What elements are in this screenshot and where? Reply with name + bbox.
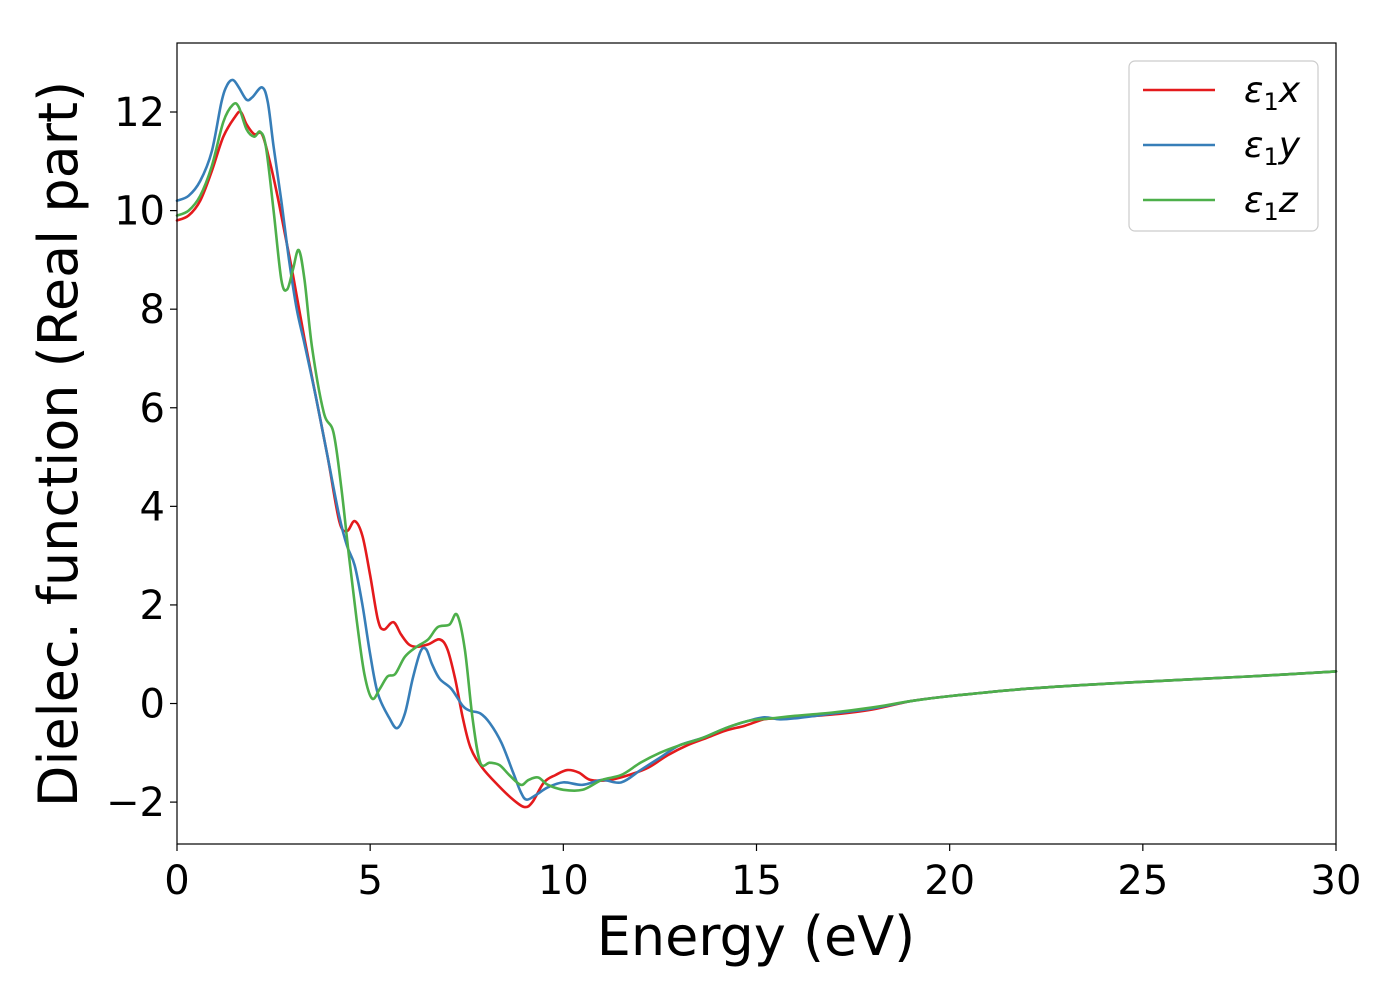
y-tick-label: 6 <box>140 386 165 432</box>
x-axis-label: Energy (eV) <box>597 905 916 968</box>
y-axis-label: Dielec. function (Real part) <box>27 81 90 807</box>
legend-box <box>1128 60 1319 232</box>
y-tick-label: 10 <box>114 189 165 235</box>
x-tick-label: 20 <box>924 858 975 904</box>
y-tick-label: −2 <box>106 780 165 826</box>
legend-label-z: ε1z <box>1244 180 1299 226</box>
legend-items: ε1x ε1y ε1z <box>1143 70 1301 226</box>
x-tick-label: 25 <box>1117 858 1168 904</box>
x-tick-label: 0 <box>164 858 189 904</box>
y-tick-label: 4 <box>140 484 165 530</box>
series-line-z <box>175 101 1338 793</box>
legend: ε1x ε1y ε1z <box>1128 60 1319 232</box>
y-axis-ticks: −2 0 2 4 6 8 10 12 <box>106 90 177 826</box>
legend-label-x: ε1x <box>1244 70 1301 116</box>
x-axis-ticks: 0 5 10 15 20 25 30 <box>164 844 1361 904</box>
x-tick-label: 15 <box>731 858 782 904</box>
x-tick-label: 30 <box>1311 858 1362 904</box>
series-layer <box>175 78 1338 809</box>
x-tick-label: 10 <box>538 858 589 904</box>
y-tick-label: 0 <box>140 682 165 728</box>
legend-label-y: ε1y <box>1244 125 1301 171</box>
x-tick-label: 5 <box>357 858 382 904</box>
y-tick-label: 12 <box>114 90 165 136</box>
y-tick-label: 8 <box>140 287 165 333</box>
y-tick-label: 2 <box>140 583 165 629</box>
